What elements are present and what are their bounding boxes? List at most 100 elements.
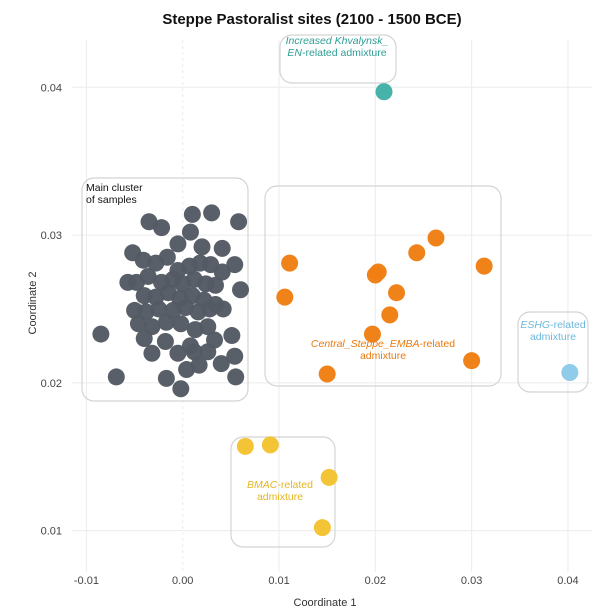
data-point-series-0 [150, 300, 168, 318]
data-point-series-4 [236, 437, 254, 455]
annotation-text: EN [287, 47, 302, 59]
data-point-series-0 [172, 315, 190, 333]
x-tick-label: -0.01 [74, 575, 99, 587]
data-point-series-1 [427, 229, 445, 247]
annotation-main-cluster: Main cluster [86, 182, 143, 194]
data-point-series-0 [92, 325, 110, 343]
annotation-text: -related [419, 338, 455, 350]
annotation-bmac: BMAC-related [247, 479, 313, 491]
annotation-central-steppe: Central_Steppe_EMBA-related [311, 338, 455, 350]
data-point-series-0 [153, 219, 171, 237]
y-tick-label: 0.04 [41, 82, 62, 94]
tick-labels: -0.01 0.00 0.01 0.02 0.03 0.04 0.01 0.02 0.03 0.0… [41, 82, 579, 587]
data-point-series-0 [156, 332, 174, 350]
data-point-series-3 [561, 364, 579, 381]
data-point-series-1 [475, 257, 493, 275]
x-tick-label: 0.02 [365, 575, 386, 587]
annotation-text: Main cluster [86, 182, 143, 194]
data-point-series-0 [213, 239, 231, 257]
annotation-central-steppe: admixture [360, 350, 406, 362]
annotation-text: -related admixture [302, 47, 387, 59]
y-tick-label: 0.02 [41, 378, 62, 390]
data-point-series-0 [193, 238, 211, 256]
data-point-series-1 [408, 244, 426, 262]
annotation-box [279, 34, 397, 84]
y-tick-label: 0.03 [41, 230, 62, 242]
data-point-series-1 [276, 288, 294, 306]
annotation-box [230, 436, 336, 548]
x-tick-label: 0.00 [172, 575, 193, 587]
y-tick-label: 0.01 [41, 526, 62, 538]
annotation-text: of samples [86, 194, 137, 206]
annotation-bmac: admixture [257, 491, 303, 503]
data-point-series-0 [203, 204, 221, 222]
annotation-main-cluster: of samples [86, 194, 137, 206]
data-point-series-1 [318, 365, 336, 383]
data-point-series-0 [232, 281, 250, 299]
data-point-series-0 [223, 327, 241, 345]
data-point-series-2 [375, 83, 393, 101]
data-point-series-0 [139, 267, 157, 285]
data-point-series-0 [185, 343, 203, 361]
data-point-series-0 [230, 213, 248, 231]
data-point-series-0 [199, 343, 217, 361]
data-point-series-1 [366, 266, 384, 284]
annotation-text: BMAC [247, 479, 278, 491]
x-axis-label: Coordinate 1 [294, 597, 357, 609]
x-tick-label: 0.04 [557, 575, 578, 587]
chart-title: Steppe Pastoralist sites (2100 - 1500 BC… [162, 11, 461, 28]
annotation-text: admixture [257, 491, 303, 503]
data-point-series-0 [226, 256, 244, 274]
data-point-series-0 [169, 344, 187, 362]
annotation-eshg: ESHG-related [520, 319, 586, 331]
y-axis-label: Coordinate 2 [27, 272, 39, 335]
annotation-khvalynsk: EN-related admixture [287, 47, 386, 59]
data-point-series-0 [143, 344, 161, 362]
annotation-text: Increased Khvalynsk_ [286, 35, 389, 47]
data-point-series-0 [157, 313, 175, 331]
annotation-text: admixture [360, 350, 406, 362]
data-point-series-0 [226, 347, 244, 365]
data-point-series-0 [119, 273, 137, 291]
annotation-khvalynsk: Increased Khvalynsk_ [286, 35, 389, 47]
x-tick-label: 0.01 [268, 575, 289, 587]
data-point-series-0 [201, 300, 219, 318]
data-point-series-0 [107, 368, 125, 386]
data-point-series-1 [381, 306, 399, 324]
data-point-series-0 [183, 205, 201, 223]
data-point-series-1 [281, 254, 299, 272]
data-point-series-0 [212, 355, 230, 373]
data-point-series-0 [199, 318, 217, 336]
data-point-series-1 [363, 325, 381, 343]
x-tick-label: 0.03 [461, 575, 482, 587]
data-point-series-0 [227, 368, 245, 386]
data-point-series-0 [158, 248, 176, 266]
data-point-series-0 [172, 380, 190, 398]
data-point-series-0 [213, 263, 231, 281]
data-point-series-0 [206, 276, 224, 294]
annotation-text: ESHG [520, 319, 550, 331]
data-point-series-4 [261, 436, 279, 454]
data-point-series-1 [388, 284, 406, 302]
data-point-series-0 [169, 235, 187, 253]
data-point-series-0 [129, 315, 147, 333]
data-point-series-4 [313, 519, 331, 537]
annotation-box [517, 311, 589, 393]
annotation-text: Central_Steppe_EMBA [311, 338, 420, 350]
data-point-series-0 [181, 223, 199, 241]
data-point-series-0 [214, 300, 232, 318]
annotation-box [264, 185, 502, 387]
data-points [92, 83, 579, 537]
annotation-text: admixture [530, 331, 576, 343]
data-point-series-1 [463, 352, 481, 370]
annotation-eshg: admixture [530, 331, 576, 343]
annotation-text: -related [277, 479, 313, 491]
annotation-text: -related [550, 319, 586, 331]
data-point-series-4 [320, 468, 338, 486]
data-point-series-0 [157, 369, 175, 387]
data-point-series-0 [135, 330, 153, 348]
data-point-series-0 [190, 356, 208, 374]
